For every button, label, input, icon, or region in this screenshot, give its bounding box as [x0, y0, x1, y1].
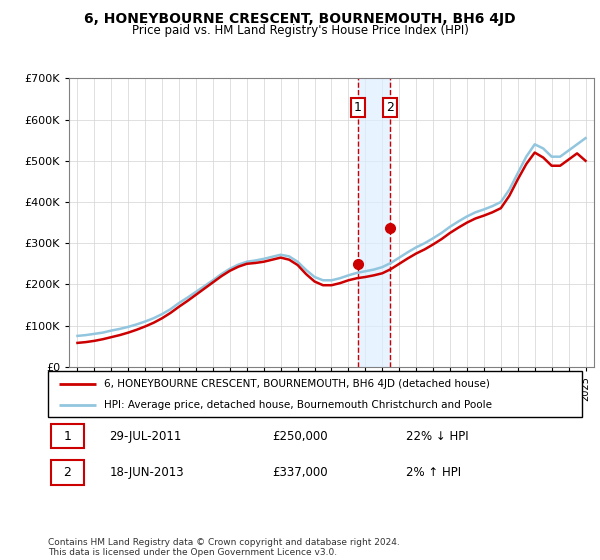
Text: 1: 1 — [63, 430, 71, 443]
Text: 2: 2 — [63, 466, 71, 479]
FancyBboxPatch shape — [50, 424, 84, 449]
Text: Contains HM Land Registry data © Crown copyright and database right 2024.
This d: Contains HM Land Registry data © Crown c… — [48, 538, 400, 557]
Text: 2: 2 — [386, 101, 394, 114]
FancyBboxPatch shape — [50, 460, 84, 485]
Text: £337,000: £337,000 — [272, 466, 328, 479]
Text: 2% ↑ HPI: 2% ↑ HPI — [406, 466, 461, 479]
Text: 29-JUL-2011: 29-JUL-2011 — [109, 430, 182, 443]
Text: 22% ↓ HPI: 22% ↓ HPI — [406, 430, 469, 443]
Bar — [358, 78, 390, 367]
Text: 18-JUN-2013: 18-JUN-2013 — [109, 466, 184, 479]
Text: HPI: Average price, detached house, Bournemouth Christchurch and Poole: HPI: Average price, detached house, Bour… — [104, 400, 492, 410]
Text: 1: 1 — [354, 101, 362, 114]
Text: 6, HONEYBOURNE CRESCENT, BOURNEMOUTH, BH6 4JD (detached house): 6, HONEYBOURNE CRESCENT, BOURNEMOUTH, BH… — [104, 379, 490, 389]
Text: 6, HONEYBOURNE CRESCENT, BOURNEMOUTH, BH6 4JD: 6, HONEYBOURNE CRESCENT, BOURNEMOUTH, BH… — [84, 12, 516, 26]
FancyBboxPatch shape — [48, 371, 582, 417]
Text: Price paid vs. HM Land Registry's House Price Index (HPI): Price paid vs. HM Land Registry's House … — [131, 24, 469, 37]
Text: £250,000: £250,000 — [272, 430, 328, 443]
